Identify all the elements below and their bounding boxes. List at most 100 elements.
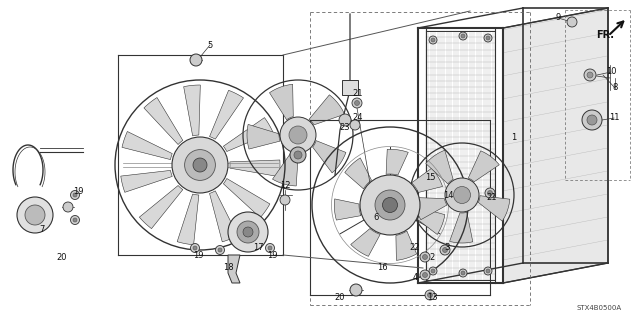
Circle shape xyxy=(428,293,433,298)
Circle shape xyxy=(461,34,465,38)
Circle shape xyxy=(63,202,73,212)
Circle shape xyxy=(172,137,228,193)
Polygon shape xyxy=(312,141,346,173)
Text: 10: 10 xyxy=(605,68,616,77)
Circle shape xyxy=(280,195,290,205)
Polygon shape xyxy=(426,150,453,184)
Polygon shape xyxy=(209,191,237,242)
Circle shape xyxy=(431,269,435,273)
Polygon shape xyxy=(223,179,270,218)
Circle shape xyxy=(350,284,362,296)
Text: 15: 15 xyxy=(425,174,435,182)
Text: 24: 24 xyxy=(353,114,364,122)
Text: 12: 12 xyxy=(280,181,291,189)
Polygon shape xyxy=(223,118,273,152)
Polygon shape xyxy=(177,194,199,245)
Text: 21: 21 xyxy=(487,194,497,203)
Text: FR.: FR. xyxy=(596,30,614,40)
Polygon shape xyxy=(230,160,280,177)
Circle shape xyxy=(440,245,450,255)
Circle shape xyxy=(485,188,495,198)
Circle shape xyxy=(375,190,405,220)
Circle shape xyxy=(429,267,437,275)
Circle shape xyxy=(228,212,268,252)
Text: 22: 22 xyxy=(410,243,420,253)
Polygon shape xyxy=(228,255,240,283)
Circle shape xyxy=(280,117,316,153)
Polygon shape xyxy=(247,124,280,149)
Circle shape xyxy=(70,216,79,225)
Text: 6: 6 xyxy=(373,213,379,222)
Polygon shape xyxy=(386,149,408,175)
Polygon shape xyxy=(503,8,608,283)
Circle shape xyxy=(442,248,447,253)
Text: STX4B0500A: STX4B0500A xyxy=(577,305,622,311)
Polygon shape xyxy=(184,85,200,136)
Polygon shape xyxy=(334,199,361,220)
Text: 17: 17 xyxy=(253,243,263,253)
Circle shape xyxy=(383,197,397,212)
Circle shape xyxy=(25,205,45,225)
Polygon shape xyxy=(412,168,442,192)
Text: 20: 20 xyxy=(335,293,345,302)
Circle shape xyxy=(70,190,79,199)
Text: 4: 4 xyxy=(412,273,418,283)
Text: 13: 13 xyxy=(427,293,437,302)
Text: 5: 5 xyxy=(207,41,212,49)
Polygon shape xyxy=(396,231,417,260)
Circle shape xyxy=(290,147,306,163)
Circle shape xyxy=(461,271,465,275)
Circle shape xyxy=(73,218,77,222)
Text: 20: 20 xyxy=(57,254,67,263)
Circle shape xyxy=(486,36,490,40)
Polygon shape xyxy=(468,151,499,182)
Text: 1: 1 xyxy=(511,133,516,143)
Polygon shape xyxy=(478,196,510,221)
Text: 9: 9 xyxy=(556,13,561,23)
Circle shape xyxy=(454,187,470,204)
Circle shape xyxy=(425,290,435,300)
Text: 19: 19 xyxy=(267,250,277,259)
Circle shape xyxy=(582,110,602,130)
Circle shape xyxy=(191,243,200,253)
Circle shape xyxy=(216,246,225,255)
Circle shape xyxy=(184,150,216,181)
Circle shape xyxy=(420,252,430,262)
Polygon shape xyxy=(273,153,298,186)
Text: 7: 7 xyxy=(39,226,45,234)
Circle shape xyxy=(17,197,53,233)
Circle shape xyxy=(218,248,222,252)
Polygon shape xyxy=(351,229,380,256)
Circle shape xyxy=(289,126,307,144)
Circle shape xyxy=(431,38,435,42)
Polygon shape xyxy=(345,158,371,189)
Polygon shape xyxy=(144,98,183,145)
Circle shape xyxy=(459,32,467,40)
Circle shape xyxy=(484,34,492,42)
Circle shape xyxy=(73,193,77,197)
Text: 19: 19 xyxy=(193,250,204,259)
Circle shape xyxy=(584,69,596,81)
Polygon shape xyxy=(140,185,183,229)
Circle shape xyxy=(355,100,360,106)
Circle shape xyxy=(352,98,362,108)
Text: 23: 23 xyxy=(340,123,350,132)
Circle shape xyxy=(360,175,420,235)
Polygon shape xyxy=(309,95,344,125)
Circle shape xyxy=(445,178,479,212)
Polygon shape xyxy=(449,212,473,243)
Text: 18: 18 xyxy=(223,263,234,272)
Polygon shape xyxy=(414,197,447,220)
Circle shape xyxy=(350,120,360,130)
Text: 8: 8 xyxy=(612,84,618,93)
Text: 19: 19 xyxy=(73,188,83,197)
Circle shape xyxy=(429,36,437,44)
Circle shape xyxy=(420,270,430,280)
Text: 16: 16 xyxy=(377,263,387,272)
Circle shape xyxy=(237,221,259,243)
Polygon shape xyxy=(342,80,358,95)
Circle shape xyxy=(268,246,272,250)
Circle shape xyxy=(587,72,593,78)
Circle shape xyxy=(484,267,492,275)
Circle shape xyxy=(587,115,597,125)
